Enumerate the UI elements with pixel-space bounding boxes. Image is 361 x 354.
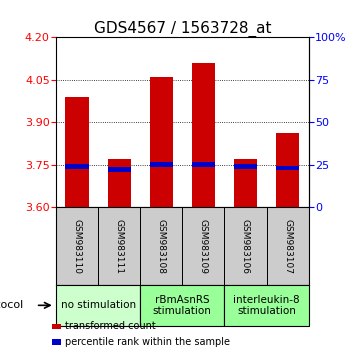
- Bar: [52, 339, 61, 344]
- Text: GSM983111: GSM983111: [115, 218, 123, 274]
- Bar: [150, 77, 173, 207]
- Text: GSM983106: GSM983106: [241, 218, 250, 274]
- Bar: [56, 285, 140, 326]
- Bar: [276, 166, 299, 170]
- Bar: [65, 97, 88, 207]
- Text: percentile rank within the sample: percentile rank within the sample: [65, 337, 230, 347]
- Text: GSM983108: GSM983108: [157, 218, 166, 274]
- Bar: [276, 133, 299, 207]
- Bar: [108, 159, 131, 207]
- Bar: [140, 207, 182, 285]
- Text: protocol: protocol: [0, 300, 23, 310]
- Bar: [234, 164, 257, 169]
- Bar: [52, 324, 61, 329]
- Bar: [98, 207, 140, 285]
- Bar: [108, 167, 131, 172]
- Bar: [140, 285, 225, 326]
- Bar: [65, 164, 88, 169]
- Text: transformed count: transformed count: [65, 321, 156, 331]
- Bar: [225, 207, 266, 285]
- Text: GSM983107: GSM983107: [283, 218, 292, 274]
- Bar: [150, 162, 173, 167]
- Title: GDS4567 / 1563728_at: GDS4567 / 1563728_at: [93, 21, 271, 37]
- Bar: [266, 207, 309, 285]
- Text: interleukin-8
stimulation: interleukin-8 stimulation: [233, 295, 300, 316]
- Bar: [182, 207, 225, 285]
- Text: rBmAsnRS
stimulation: rBmAsnRS stimulation: [153, 295, 212, 316]
- Text: GSM983110: GSM983110: [73, 218, 82, 274]
- Bar: [56, 207, 98, 285]
- Text: GSM983109: GSM983109: [199, 218, 208, 274]
- Bar: [234, 159, 257, 207]
- Bar: [192, 63, 215, 207]
- Bar: [192, 162, 215, 167]
- Text: no stimulation: no stimulation: [61, 300, 136, 310]
- Bar: [225, 285, 309, 326]
